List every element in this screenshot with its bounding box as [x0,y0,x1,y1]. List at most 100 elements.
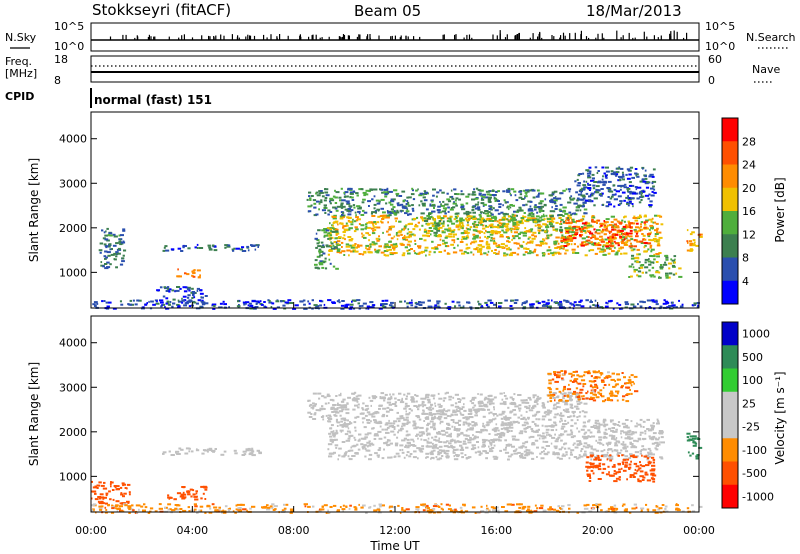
data-cell [248,302,252,305]
data-cell [204,498,207,500]
data-cell [549,215,554,218]
data-cell [181,297,183,300]
data-cell [555,387,559,390]
data-cell [652,422,655,425]
data-cell [485,218,490,221]
data-cell [581,395,583,398]
data-cell [402,252,406,255]
data-cell [543,436,547,439]
data-cell [466,231,470,234]
data-cell [526,241,531,244]
data-cell [600,455,604,458]
data-cell [613,470,616,472]
data-cell [641,454,643,457]
data-cell [503,199,506,202]
data-cell [92,486,97,489]
data-cell [521,424,527,427]
data-cell [652,432,657,435]
data-cell [693,241,696,244]
data-cell [417,457,419,460]
data-cell [104,263,108,265]
data-cell [624,461,628,464]
data-cell [601,192,604,195]
data-cell [506,218,509,221]
data-cell [119,238,121,241]
data-cell [389,248,392,251]
data-cell [577,456,581,459]
data-cell [689,249,693,252]
data-cell [419,237,423,240]
data-cell [461,236,466,238]
data-cell [315,409,320,412]
data-cell [376,251,380,254]
data-cell [308,302,311,305]
data-cell [390,244,394,247]
data-cell [689,233,693,236]
data-cell [500,243,505,246]
data-cell [405,397,408,400]
data-cell [543,411,546,414]
data-cell [522,215,527,218]
data-cell [655,441,659,444]
data-cell [390,305,394,308]
data-cell [597,455,600,457]
data-cell [499,246,505,249]
data-cell [333,214,337,217]
data-cell [424,191,429,194]
data-cell [585,192,589,195]
data-cell [416,405,420,408]
data-cell [517,394,522,396]
data-cell [471,206,475,209]
ytick-label: 3000 [59,177,87,190]
data-cell [406,208,409,211]
data-cell [536,456,538,458]
data-cell [654,240,657,243]
data-cell [651,300,656,303]
data-cell [321,195,325,198]
data-cell [182,491,185,494]
data-cell [637,257,640,260]
data-cell [627,437,630,440]
data-cell [326,227,330,230]
data-cell [631,176,635,179]
data-cell [405,416,409,419]
data-cell [650,250,653,253]
data-cell [530,435,535,438]
data-cell [395,192,400,195]
data-cell [415,252,419,255]
data-cell [617,421,621,424]
data-cell [536,395,540,398]
data-cell [627,220,631,223]
data-cell [578,391,583,394]
data-cell [352,408,356,411]
data-cell [341,246,343,248]
data-cell [562,189,566,192]
data-cell [630,446,633,449]
data-cell [604,228,606,231]
data-cell [529,205,532,208]
data-cell [540,451,544,454]
data-cell [317,229,321,232]
data-cell [608,471,610,474]
data-cell [299,300,304,303]
nsky-tick-bottom: 10^0 [54,40,84,53]
data-cell [596,427,601,430]
data-cell [479,215,482,218]
data-cell [108,301,112,304]
data-cell [345,439,351,442]
data-cell [235,247,240,250]
data-cell [443,417,448,420]
data-cell [422,401,425,404]
data-cell [120,303,124,306]
data-cell [490,226,494,229]
data-cell [165,297,169,300]
data-cell [489,411,493,414]
data-cell [546,400,549,403]
data-cell [431,247,435,250]
data-cell [504,244,508,247]
data-cell [484,396,488,399]
data-cell [581,435,586,438]
data-cell [446,440,449,443]
cpid-label: CPID [5,90,34,103]
data-cell [620,432,622,435]
